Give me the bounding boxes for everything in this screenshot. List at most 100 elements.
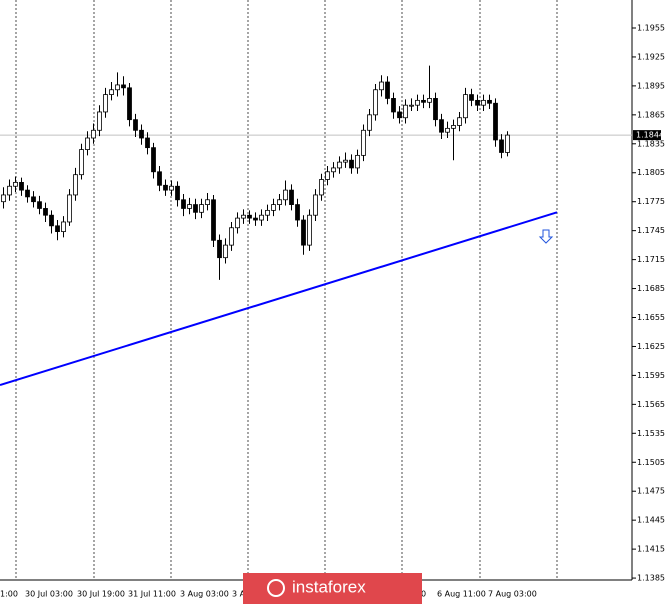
candle-body (295, 204, 300, 221)
watermark-box (243, 573, 422, 604)
candle-body (13, 181, 18, 187)
trendline (0, 211, 558, 387)
candle-body (385, 81, 390, 99)
candle-body (205, 199, 210, 205)
candle-body (97, 111, 102, 131)
candle-body (133, 119, 138, 131)
candle-body (331, 167, 336, 173)
candle-body (253, 217, 258, 221)
candle-body (115, 84, 120, 91)
candle-body (31, 196, 36, 203)
candle-body (469, 94, 474, 101)
candle-body (289, 189, 294, 205)
candle-body (169, 185, 174, 191)
candle-body (157, 171, 162, 186)
candle-body (49, 214, 54, 227)
x-tick-label: 3 A (232, 590, 246, 599)
y-tick-label: 1.1415 (637, 545, 665, 554)
y-tick-label: 1.1715 (637, 255, 665, 264)
candle-body (445, 127, 450, 133)
candle-body (175, 185, 180, 201)
candle-body (343, 159, 348, 163)
x-tick-label: 30 Jul 19:00 (77, 590, 125, 599)
candle-body (121, 84, 126, 89)
y-tick-label: 1.1565 (637, 400, 665, 409)
candle-body (325, 171, 330, 180)
candle-body (391, 98, 396, 113)
candle-body (313, 194, 318, 216)
x-tick-label: 0 (421, 590, 426, 599)
candle-body (211, 199, 216, 241)
candle-body (367, 114, 372, 131)
y-tick-label: 1.1775 (637, 197, 665, 206)
candle-body (277, 199, 282, 205)
candle-body (7, 185, 12, 196)
candle-body (439, 119, 444, 133)
candle-body (337, 161, 342, 169)
x-tick-label: 30 Jul 03:00 (25, 590, 73, 599)
candle-body (37, 201, 42, 209)
y-tick-label: 1.1625 (637, 342, 665, 351)
candle-body (187, 204, 192, 209)
x-tick-label: 6 Aug 11:00 (437, 590, 486, 599)
y-tick-label: 1.1685 (637, 284, 665, 293)
candle-body (481, 99, 486, 106)
sell-arrow (538, 229, 554, 244)
y-tick-label: 1.1955 (637, 23, 665, 32)
x-tick-label: 1:00 (0, 590, 18, 599)
candle-body (451, 125, 456, 129)
candle-body (145, 137, 150, 149)
candle-body (85, 137, 90, 150)
y-tick-label: 1.1535 (637, 429, 665, 438)
vertical-grid (15, 0, 558, 580)
candle-body (499, 139, 504, 153)
candle-body (61, 221, 66, 233)
y-tick-label: 1.1385 (637, 574, 665, 583)
candle-body (379, 81, 384, 91)
y-tick-label: 1.1895 (637, 81, 665, 90)
last-price-box (633, 130, 661, 141)
y-tick-label: 1.1835 (637, 139, 665, 148)
candle-body (415, 99, 420, 106)
candle-body (349, 159, 354, 169)
candle-body (1, 194, 6, 203)
x-tick-label: 3 Aug 03:00 (180, 590, 229, 599)
candle-body (427, 98, 432, 103)
watermark-logo (267, 579, 285, 597)
candle-body (217, 239, 222, 259)
x-tick-label: 31 Jul 11:00 (128, 590, 176, 599)
candle-body (373, 89, 378, 116)
candle-body (67, 194, 72, 223)
candle-body (433, 98, 438, 121)
watermark: instaforex (243, 573, 422, 604)
candle-body (463, 94, 468, 119)
y-tick-label: 1.1745 (637, 226, 665, 235)
candle-body (247, 214, 252, 219)
candle-body (163, 184, 168, 191)
watermark-text: instaforex (292, 577, 366, 596)
candle-body (409, 104, 414, 107)
candle-body (241, 214, 246, 219)
plot: 1.1955 1.1925 1.1895 1.1865 1.1835 1.1805 1.17… (0, 23, 665, 599)
y-tick-label: 1.1865 (637, 110, 665, 119)
candle-body (505, 134, 510, 153)
candle-body (457, 117, 462, 126)
y-tick-label: 1.1595 (637, 371, 665, 380)
candle-body (271, 204, 276, 211)
candle-body (103, 94, 108, 113)
candle-body (229, 227, 234, 246)
candle-body (127, 87, 132, 121)
y-tick-label: 1.1925 (637, 52, 665, 61)
candle-body (487, 99, 492, 104)
candle-body (361, 129, 366, 156)
candle-body (109, 89, 114, 95)
candle-body (475, 99, 480, 106)
candle-body (43, 208, 48, 216)
candle-body (259, 214, 264, 221)
y-tick-label: 1.1445 (637, 516, 665, 525)
candle-body (223, 244, 228, 259)
candle-body (319, 179, 324, 196)
candle-body (421, 99, 426, 103)
